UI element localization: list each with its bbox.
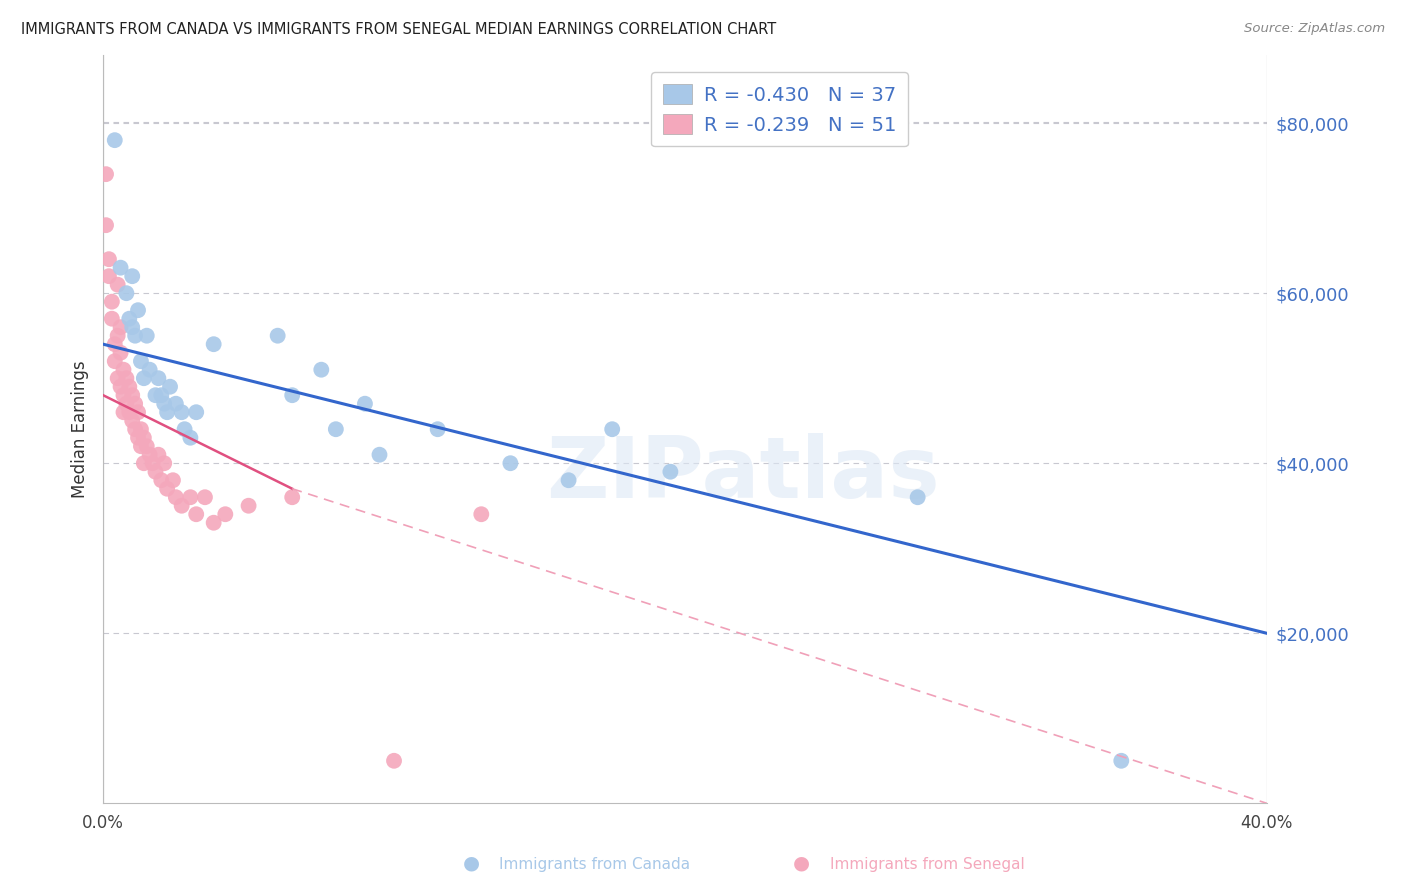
Point <box>112 405 135 419</box>
Point <box>101 311 124 326</box>
Point <box>124 422 146 436</box>
Text: IMMIGRANTS FROM CANADA VS IMMIGRANTS FROM SENEGAL MEDIAN EARNINGS CORRELATION CH: IMMIGRANTS FROM CANADA VS IMMIGRANTS FRO… <box>21 22 776 37</box>
Point <box>600 422 623 436</box>
Point <box>107 277 129 292</box>
Point <box>121 388 143 402</box>
Point <box>132 456 155 470</box>
Point <box>118 405 141 419</box>
Point <box>165 490 187 504</box>
Point <box>159 380 181 394</box>
Point <box>104 337 127 351</box>
Point <box>127 431 149 445</box>
Point <box>238 499 260 513</box>
Point <box>118 311 141 326</box>
Point <box>659 465 682 479</box>
Point <box>101 294 124 309</box>
Point <box>138 448 160 462</box>
Point <box>202 516 225 530</box>
Point <box>907 490 929 504</box>
Point <box>129 422 152 436</box>
Point <box>124 328 146 343</box>
Point <box>499 456 522 470</box>
Point <box>186 405 208 419</box>
Point <box>470 507 492 521</box>
Point <box>354 397 377 411</box>
Text: Immigrants from Senegal: Immigrants from Senegal <box>830 857 1025 872</box>
Point <box>121 414 143 428</box>
Point <box>150 388 173 402</box>
Point <box>382 754 405 768</box>
Point <box>148 371 170 385</box>
Point <box>153 456 176 470</box>
Point <box>214 507 236 521</box>
Point <box>186 507 208 521</box>
Point <box>107 328 129 343</box>
Point <box>118 380 141 394</box>
Y-axis label: Median Earnings: Median Earnings <box>72 360 89 498</box>
Point <box>107 371 129 385</box>
Text: ●: ● <box>793 854 810 872</box>
Text: Source: ZipAtlas.com: Source: ZipAtlas.com <box>1244 22 1385 36</box>
Point <box>165 397 187 411</box>
Point <box>135 439 157 453</box>
Point <box>129 439 152 453</box>
Point <box>179 431 201 445</box>
Point <box>112 362 135 376</box>
Point <box>97 252 120 267</box>
Point <box>170 405 193 419</box>
Point <box>138 362 160 376</box>
Point <box>94 218 117 232</box>
Point <box>127 405 149 419</box>
Point <box>94 167 117 181</box>
Point <box>121 320 143 334</box>
Point <box>110 345 132 359</box>
Point <box>162 473 184 487</box>
Point <box>148 448 170 462</box>
Point <box>179 490 201 504</box>
Point <box>135 328 157 343</box>
Point <box>156 482 179 496</box>
Point <box>170 499 193 513</box>
Point <box>156 405 179 419</box>
Point <box>1111 754 1133 768</box>
Point <box>173 422 195 436</box>
Text: ZIPatlas: ZIPatlas <box>547 433 941 516</box>
Text: ●: ● <box>463 854 479 872</box>
Point <box>110 380 132 394</box>
Point <box>104 133 127 147</box>
Point <box>121 269 143 284</box>
Point <box>281 388 304 402</box>
Point <box>110 260 132 275</box>
Point <box>127 303 149 318</box>
Point <box>97 269 120 284</box>
Point <box>129 354 152 368</box>
Point <box>115 371 138 385</box>
Point <box>132 371 155 385</box>
Legend: R = -0.430   N = 37, R = -0.239   N = 51: R = -0.430 N = 37, R = -0.239 N = 51 <box>651 72 908 146</box>
Point <box>112 388 135 402</box>
Point <box>194 490 217 504</box>
Point <box>153 397 176 411</box>
Point <box>110 320 132 334</box>
Point <box>115 397 138 411</box>
Point <box>145 465 167 479</box>
Point <box>281 490 304 504</box>
Point <box>104 354 127 368</box>
Text: Immigrants from Canada: Immigrants from Canada <box>499 857 690 872</box>
Point <box>124 397 146 411</box>
Point <box>202 337 225 351</box>
Point <box>557 473 579 487</box>
Point <box>426 422 449 436</box>
Point <box>266 328 288 343</box>
Point <box>142 456 165 470</box>
Point <box>132 431 155 445</box>
Point <box>150 473 173 487</box>
Point <box>145 388 167 402</box>
Point <box>325 422 347 436</box>
Point <box>115 286 138 301</box>
Point <box>368 448 391 462</box>
Point <box>311 362 333 376</box>
